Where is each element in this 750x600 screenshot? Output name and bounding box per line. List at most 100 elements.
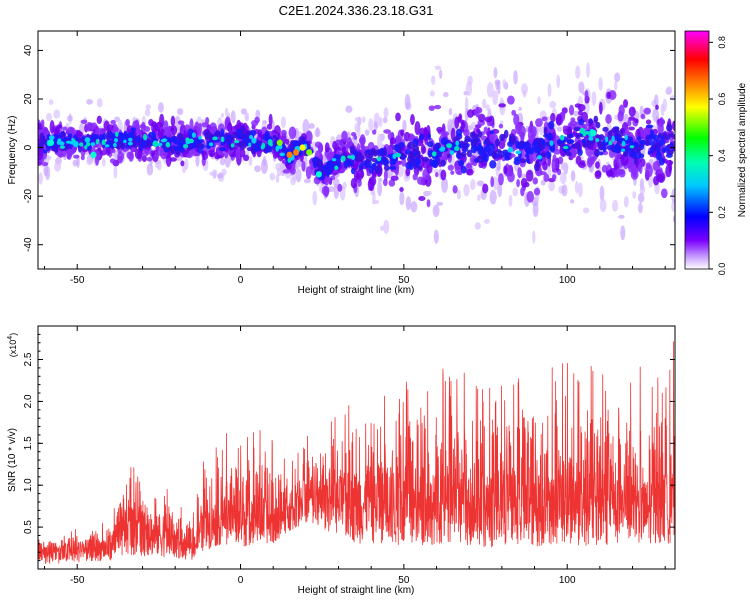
spectral-cell [345, 105, 353, 113]
spectral-cell [507, 147, 514, 153]
spectral-cell [622, 151, 629, 157]
spectral-cell [620, 154, 629, 166]
spectral-cell [523, 141, 531, 150]
spectral-cell [477, 145, 485, 156]
spectral-cell [498, 173, 504, 186]
spectral-cell [614, 168, 620, 178]
spectral-cell [147, 141, 154, 147]
spectral-cell [292, 140, 299, 145]
spectral-cell [49, 120, 55, 134]
spectral-cell [599, 185, 605, 201]
spectral-cell [595, 138, 600, 143]
spectral-cell [322, 170, 327, 177]
spectral-cell [110, 119, 116, 125]
spectral-cell [570, 199, 575, 204]
spectral-cell [427, 133, 432, 141]
spectral-cell [551, 174, 557, 181]
snr-panel: -50 0 50 100 0.5 1.0 1.5 2.0 2.5 Height of stra… [7, 325, 676, 596]
spectral-cell [230, 134, 237, 139]
spectral-cell [239, 140, 247, 150]
spectral-cell [513, 70, 518, 85]
spectral-cell [515, 123, 522, 135]
spectral-cell [235, 148, 241, 159]
spectral-cell [665, 153, 673, 158]
spectral-cell [624, 134, 628, 141]
spectral-cell [377, 177, 383, 182]
spectral-cell [618, 104, 625, 116]
spectral-cell [232, 131, 240, 136]
spectral-cell [417, 176, 425, 185]
spectral-cell [417, 165, 423, 171]
spectral-cell [594, 170, 602, 180]
spectral-cell [248, 155, 253, 166]
spectral-cell [482, 154, 487, 163]
spectral-cell [476, 194, 481, 201]
colorbar-tick-label: 0.2 [717, 206, 727, 219]
spectral-cell [619, 128, 624, 138]
spectral-cell [302, 119, 310, 135]
spectral-cell [198, 122, 202, 135]
spectral-cell [324, 142, 330, 153]
y-tick-label: -40 [23, 237, 34, 252]
spectral-cell [382, 116, 388, 124]
spectral-cell [214, 130, 221, 137]
spectral-cell [496, 165, 501, 171]
spectral-cell [388, 179, 396, 187]
spectral-cell [96, 98, 103, 108]
x-tick-label: 50 [398, 275, 410, 286]
spectral-cell [405, 167, 411, 177]
spectral-cell [584, 89, 589, 102]
spectral-cell [532, 141, 539, 146]
spectral-cell [60, 130, 66, 138]
spectral-cell [668, 159, 673, 173]
spectral-cell [245, 112, 250, 122]
spectral-cell [323, 186, 329, 198]
y-tick-label: 1.5 [23, 436, 34, 450]
spectral-cell [377, 133, 383, 150]
spectral-cell [548, 120, 555, 130]
spectral-cell [195, 153, 200, 167]
spectral-cell [525, 169, 534, 182]
spectral-cell [422, 156, 429, 163]
spectral-cell [526, 191, 534, 203]
spectral-cell [182, 165, 186, 174]
snr-x-ticks: -50 0 50 100 [44, 326, 666, 586]
spectral-cell [407, 141, 415, 150]
spectral-cell [666, 143, 672, 149]
spectral-cell [197, 145, 203, 154]
colorbar-label: Normalized spectral amplitude [737, 82, 748, 217]
spectral-cell [477, 131, 483, 138]
spectral-cell [519, 158, 527, 164]
spectral-cell [95, 139, 99, 145]
spectral-cell [427, 141, 434, 148]
spectral-cell [136, 141, 141, 146]
spectral-cell [572, 110, 580, 117]
colorbar-tick-label: 0.0 [717, 263, 727, 276]
spectral-cell [395, 112, 401, 122]
spectral-cell [559, 172, 567, 185]
spectral-cell [661, 147, 667, 154]
spectral-cell [637, 192, 645, 203]
spectral-cell [101, 158, 106, 167]
spectral-cell [390, 137, 397, 145]
spectral-cell [606, 91, 611, 100]
spectral-cell [608, 89, 617, 100]
spectral-cell [392, 153, 397, 160]
spectral-cell [586, 139, 592, 149]
spectral-cell [627, 119, 632, 127]
spectral-cell [446, 143, 453, 149]
spectral-cell [494, 138, 501, 147]
spectral-cell [460, 165, 467, 174]
spectral-cell [515, 150, 522, 155]
spectral-cell [369, 165, 374, 175]
spectral-cell [414, 157, 422, 166]
spectral-cell [45, 166, 51, 181]
spectral-cell [120, 141, 125, 150]
spectral-cell [465, 80, 473, 96]
spectral-cell [343, 160, 349, 169]
spectral-cell [639, 185, 646, 195]
spectral-cell [548, 180, 555, 192]
spectral-cell [170, 115, 176, 127]
spectral-cell [436, 201, 444, 206]
spectral-cell [492, 90, 499, 105]
